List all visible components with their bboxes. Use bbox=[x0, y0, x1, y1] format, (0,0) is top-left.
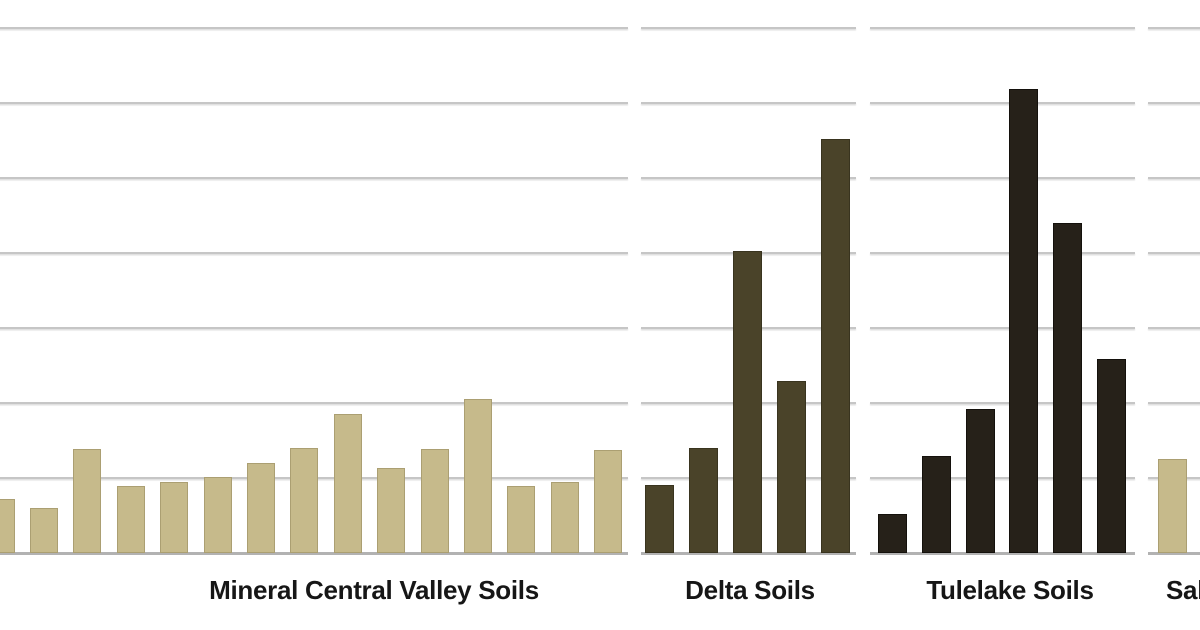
bar bbox=[290, 448, 319, 553]
bar bbox=[777, 381, 806, 553]
gridline bbox=[641, 102, 856, 104]
bar bbox=[377, 468, 406, 553]
x-axis-line bbox=[641, 552, 856, 555]
gridline bbox=[1148, 177, 1200, 179]
bar bbox=[464, 399, 492, 553]
category-label: Tulelake Soils bbox=[926, 575, 1094, 605]
bar bbox=[116, 486, 145, 553]
bar bbox=[550, 482, 579, 553]
gridline bbox=[1148, 327, 1200, 329]
bar bbox=[160, 482, 189, 553]
bar bbox=[1053, 223, 1083, 553]
category-label: Delta Soils bbox=[685, 575, 815, 605]
gridline bbox=[870, 402, 1135, 404]
gridline bbox=[1148, 27, 1200, 29]
bar bbox=[1158, 459, 1187, 553]
bar bbox=[733, 251, 762, 553]
gridline bbox=[641, 177, 856, 179]
x-axis-line bbox=[870, 552, 1135, 555]
gridline bbox=[1148, 102, 1200, 104]
bar bbox=[507, 486, 536, 553]
bar bbox=[921, 456, 951, 553]
bar bbox=[30, 508, 58, 553]
bar bbox=[645, 485, 674, 553]
bar bbox=[594, 450, 623, 553]
bar bbox=[420, 449, 449, 553]
gridline bbox=[870, 477, 1135, 479]
gridline bbox=[0, 252, 628, 254]
gridline bbox=[641, 27, 856, 29]
bar bbox=[247, 463, 275, 553]
gridline bbox=[870, 177, 1135, 179]
category-label: Sal bbox=[1166, 575, 1200, 605]
gridline bbox=[870, 252, 1135, 254]
gridline bbox=[870, 27, 1135, 29]
bar bbox=[965, 409, 995, 553]
gridline bbox=[0, 177, 628, 179]
gridline bbox=[1148, 252, 1200, 254]
bar bbox=[333, 414, 362, 553]
bar bbox=[73, 449, 102, 553]
x-axis-line bbox=[0, 552, 628, 555]
bar bbox=[878, 514, 907, 553]
gridline bbox=[870, 102, 1135, 104]
bar bbox=[0, 499, 15, 553]
bar bbox=[203, 477, 232, 553]
gridline bbox=[0, 102, 628, 104]
bar bbox=[689, 448, 718, 553]
bar bbox=[1097, 359, 1126, 553]
gridline bbox=[870, 327, 1135, 329]
category-label: Mineral Central Valley Soils bbox=[209, 575, 539, 605]
gridline bbox=[0, 327, 628, 329]
bar bbox=[1009, 89, 1039, 553]
bar bbox=[821, 139, 850, 553]
gridline bbox=[1148, 402, 1200, 404]
gridline bbox=[0, 27, 628, 29]
x-axis-line bbox=[1148, 552, 1200, 555]
gridline bbox=[0, 402, 628, 404]
